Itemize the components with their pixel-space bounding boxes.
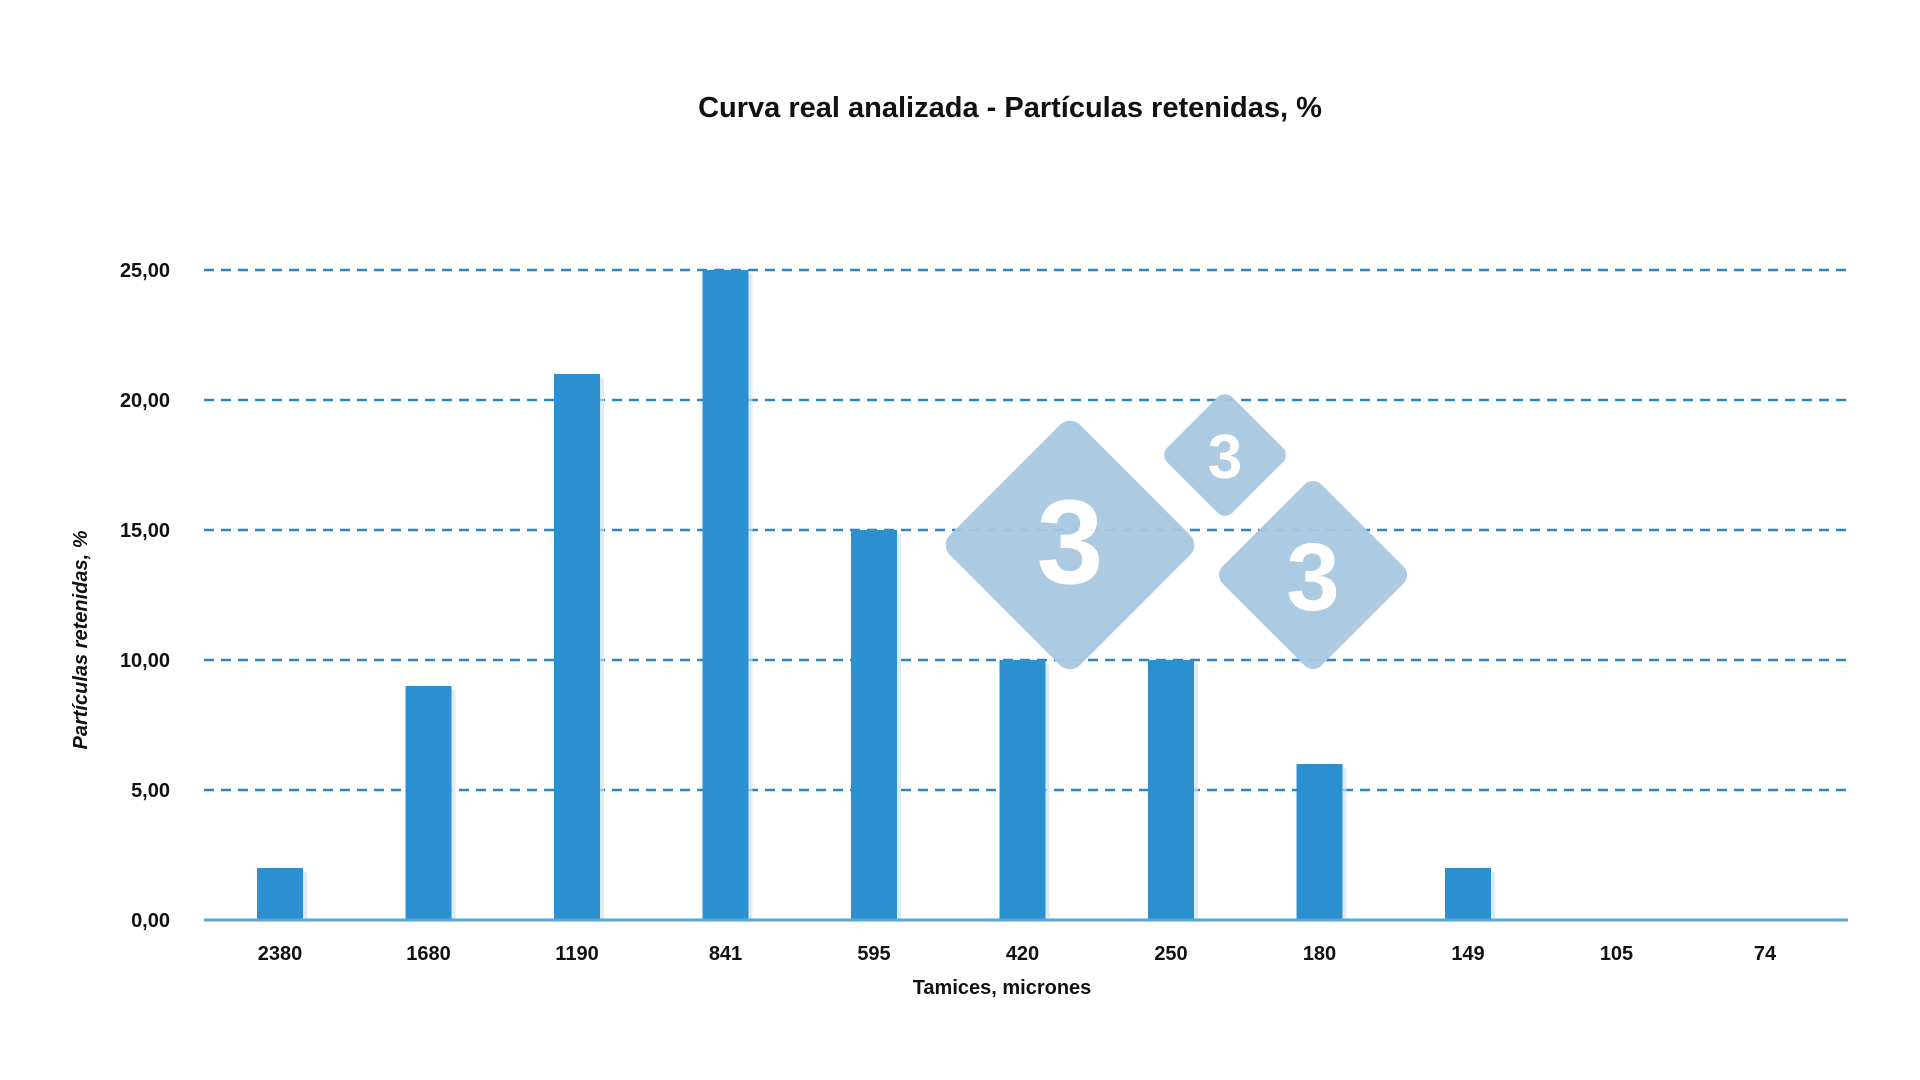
bar [1445,868,1491,920]
x-tick-label: 841 [709,943,742,965]
bar [999,660,1046,920]
y-tick-label: 15,00 [120,520,170,542]
watermark-diamond-medium [1218,480,1408,670]
x-tick-label: 1680 [406,943,451,965]
bar [1296,764,1343,920]
x-tick-label: 105 [1600,943,1633,965]
watermark-digit-medium: 3 [1286,524,1339,631]
bar [405,686,452,920]
y-tick-label: 20,00 [120,390,170,412]
bar [257,868,303,920]
chart-title: Curva real analizada - Partículas reteni… [698,92,1322,124]
x-tick-label: 420 [1006,943,1039,965]
x-tick-label: 180 [1303,943,1336,965]
watermark-digit-small: 3 [1208,423,1242,492]
x-tick-label: 1190 [555,943,598,965]
y-tick-label: 5,00 [131,780,170,802]
x-axis-label: Tamices, micrones [913,977,1092,999]
watermark-diamond-small [1164,394,1286,516]
x-tick-label: 595 [857,943,890,965]
bar [1148,660,1194,920]
y-axis-ticks: 0,00 5,00 10,00 15,00 20,00 25,00 [120,260,170,932]
watermark-digit-large: 3 [1037,475,1104,609]
y-axis-label: Partículas retenidas, % [70,530,92,749]
x-axis-ticks: 2380 1680 1190 841 595 420 250 180 149 105 74 [258,943,1777,965]
y-tick-label: 10,00 [120,650,170,672]
y-tick-label: 0,00 [131,910,170,932]
x-tick-label: 2380 [258,943,303,965]
bar [702,270,749,920]
watermark-diamond-large [945,420,1195,670]
bars [257,270,1495,920]
bar [851,530,897,920]
x-tick-label: 250 [1154,943,1187,965]
x-tick-label: 74 [1754,943,1777,965]
y-tick-label: 25,00 [120,260,170,282]
x-tick-label: 149 [1451,943,1484,965]
333-logo-watermark: 3 3 3 [945,394,1408,670]
bar [554,374,600,920]
